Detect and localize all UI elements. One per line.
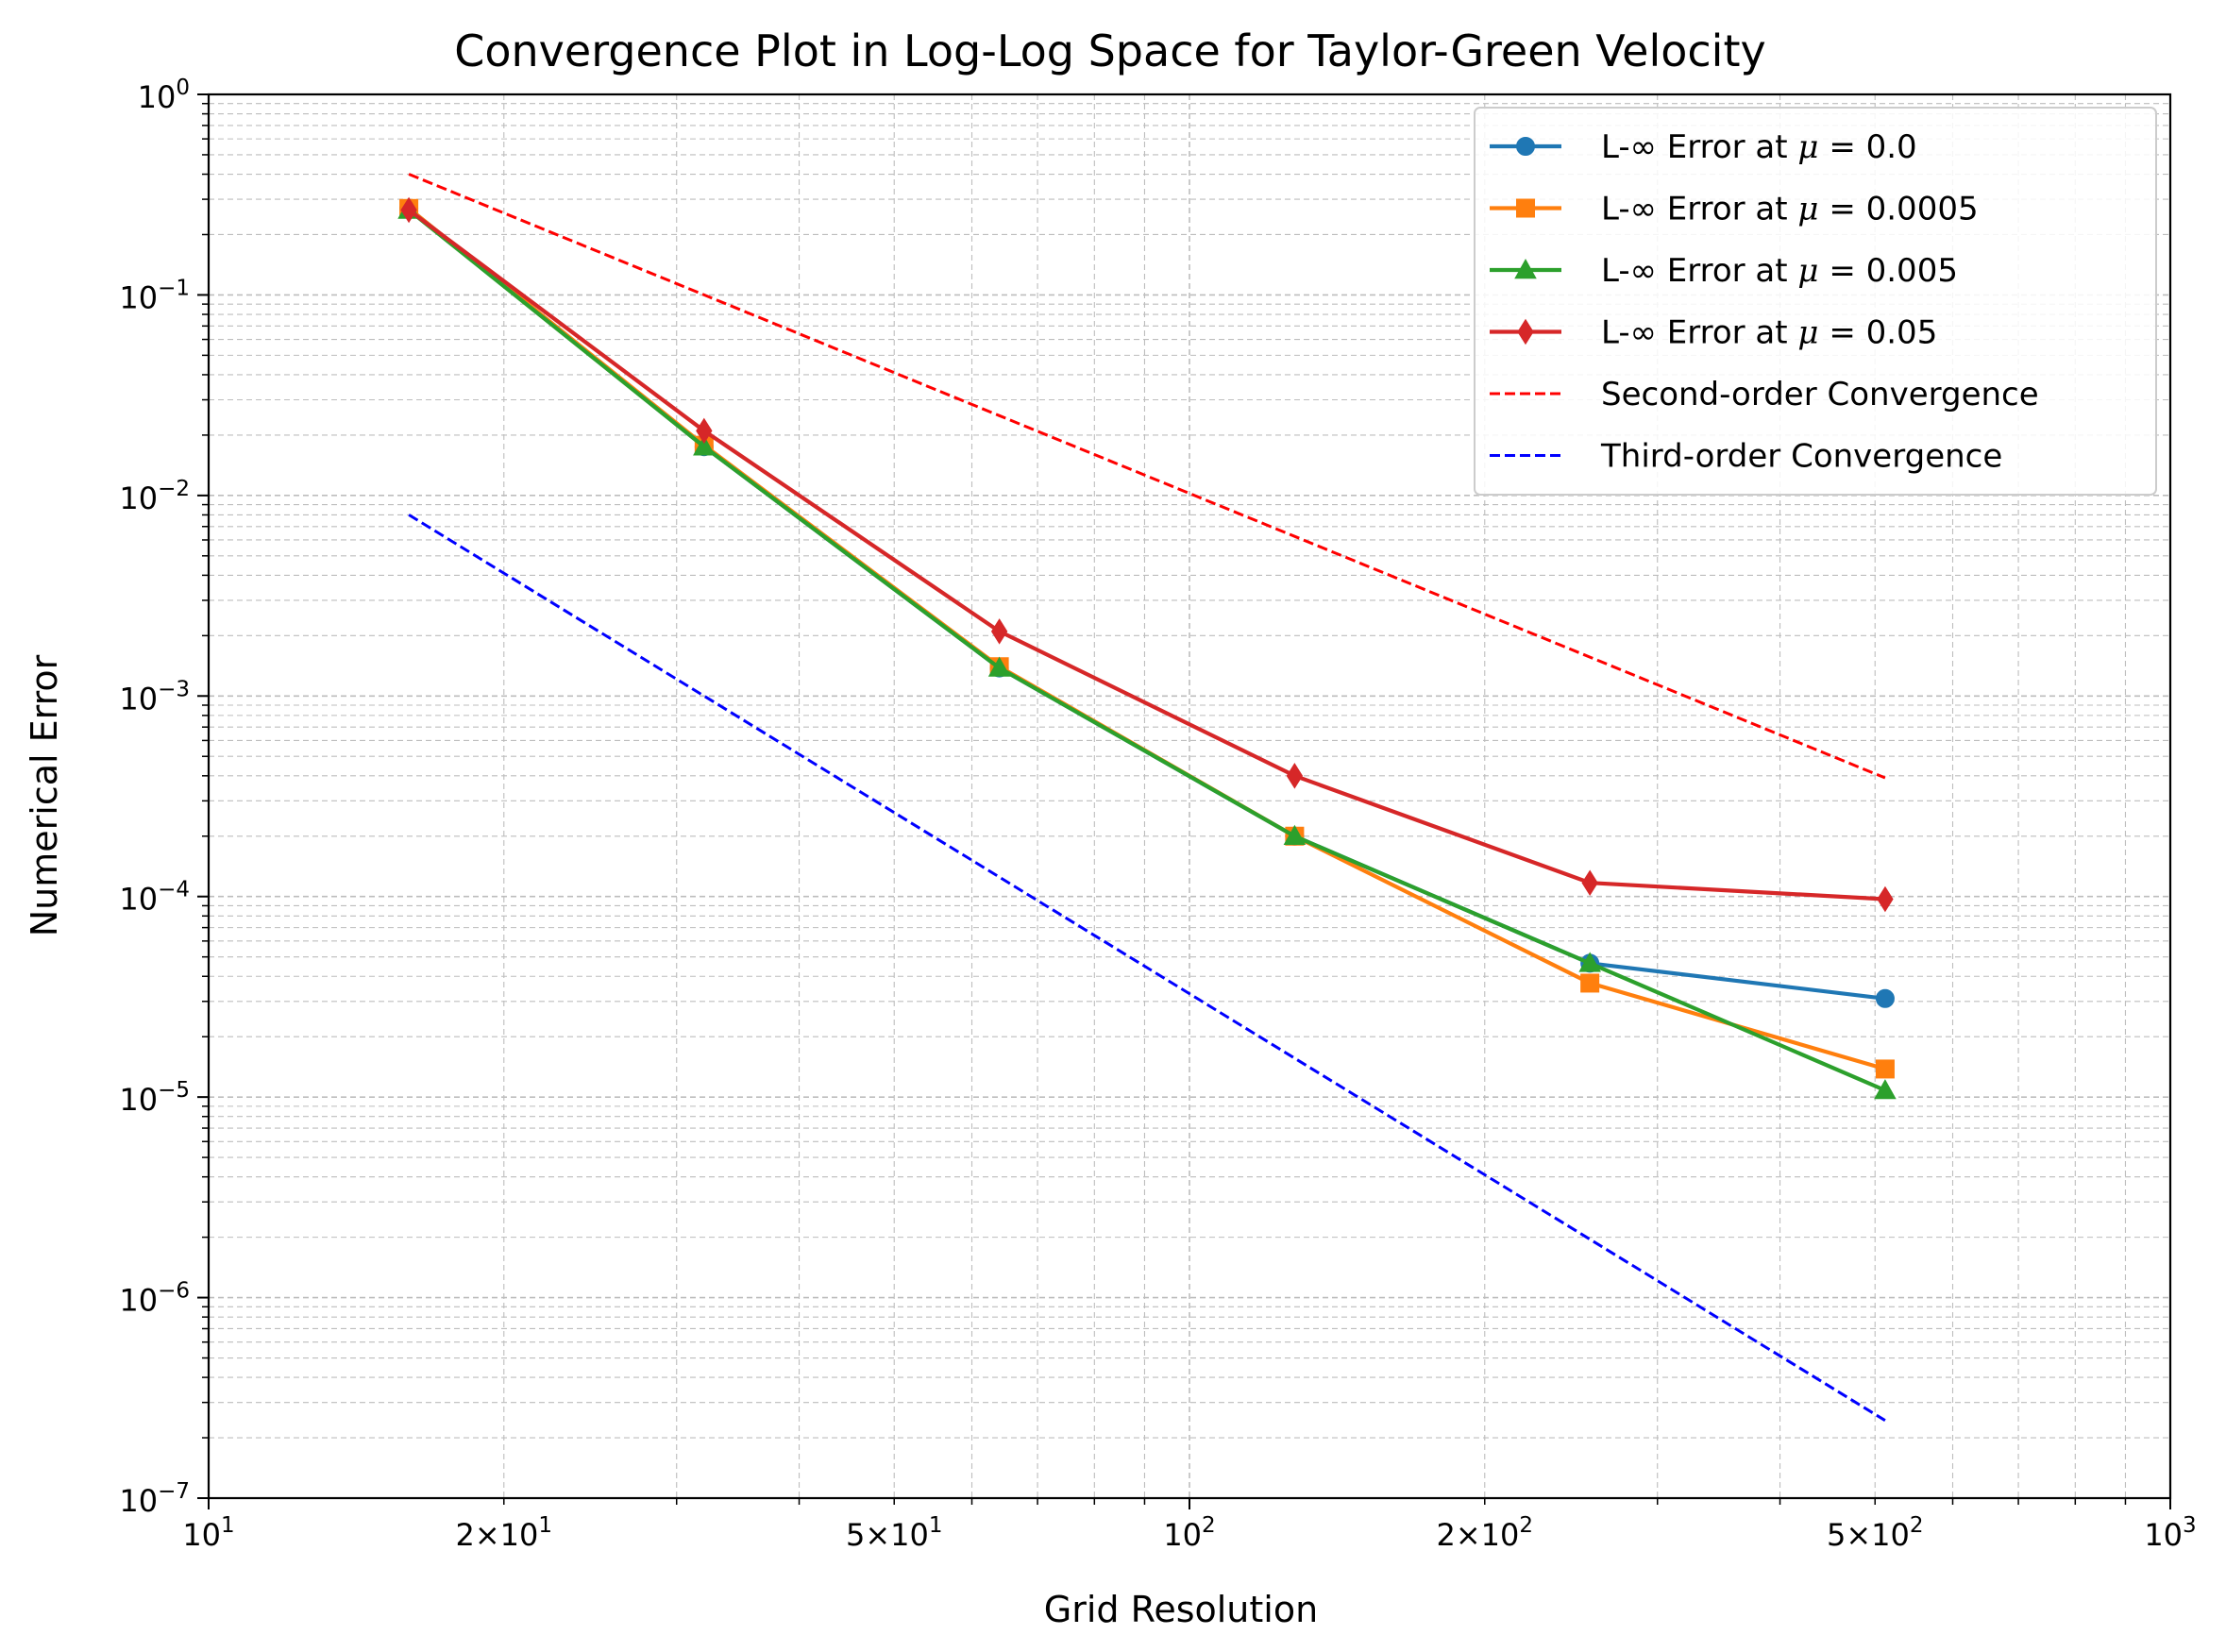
legend-entry: Third-order Convergence <box>1490 438 2002 476</box>
data-point <box>693 435 716 456</box>
x-tick-label: 102 <box>1163 1513 1215 1553</box>
y-tick-label: 10−6 <box>119 1279 190 1319</box>
data-point <box>1877 885 1894 913</box>
series-line <box>407 208 1886 902</box>
data-point <box>990 618 1008 645</box>
chart-title: Convergence Plot in Log-Log Space for Ta… <box>454 25 1765 76</box>
x-axis-label: Grid Resolution <box>1044 1589 1318 1630</box>
series-5 <box>408 514 1886 1422</box>
legend-label: Third-order Convergence <box>1600 438 2002 476</box>
x-tick-label: 2×101 <box>456 1513 553 1553</box>
legend-entry: L-∞ Error at μ = 0.0005 <box>1490 191 1979 228</box>
y-tick-label: 10−2 <box>119 477 190 516</box>
legend-entry: Second-order Convergence <box>1490 376 2039 413</box>
legend-box <box>1474 107 2157 496</box>
series-line <box>407 208 1886 1092</box>
data-point <box>1875 1059 1895 1079</box>
y-tick-label: 10−3 <box>119 677 190 716</box>
data-point <box>1283 824 1307 846</box>
series-layer <box>397 173 1897 1422</box>
data-point <box>1581 869 1598 896</box>
series-4 <box>408 173 1886 780</box>
legend-entry: L-∞ Error at μ = 0.005 <box>1490 252 1958 290</box>
y-tick-label: 10−7 <box>119 1479 190 1519</box>
data-point <box>696 417 713 445</box>
data-point <box>1286 763 1304 789</box>
series-line <box>408 514 1886 1422</box>
legend: L-∞ Error at μ = 0.0 L-∞ Error at μ = 0.0… <box>1474 107 2157 496</box>
data-point <box>1580 973 1600 993</box>
legend-entry: L-∞ Error at μ = 0.0 <box>1490 128 1917 166</box>
legend-marker <box>1517 318 1534 346</box>
legend-label: L-∞ Error at μ = 0.0 <box>1601 128 1917 166</box>
y-axis-label: Numerical Error <box>24 654 65 936</box>
legend-label: Second-order Convergence <box>1601 376 2039 413</box>
data-point <box>987 656 1011 677</box>
x-tick-label: 5×101 <box>846 1513 943 1553</box>
legend-marker <box>1516 198 1535 218</box>
y-tick-label: 10−1 <box>119 276 190 315</box>
legend-label: L-∞ Error at μ = 0.0005 <box>1601 191 1979 228</box>
y-tick-label: 100 <box>138 76 190 115</box>
x-tick-label: 5×102 <box>1827 1513 1924 1553</box>
x-tick-label: 2×102 <box>1437 1513 1534 1553</box>
x-tick-label: 103 <box>2144 1513 2196 1553</box>
data-point <box>1875 988 1895 1008</box>
y-tick-label: 10−4 <box>119 878 190 918</box>
series-line <box>408 173 1886 780</box>
legend-marker <box>1516 137 1535 156</box>
data-point <box>400 196 417 224</box>
tick-layer: 101 2×101 5×101 102 2×102 5×102 103 100 10−1 10−2… <box>119 76 2196 1553</box>
legend-entry: L-∞ Error at μ = 0.05 <box>1490 314 1937 352</box>
y-tick-label: 10−5 <box>119 1078 190 1118</box>
legend-marker <box>1514 259 1537 279</box>
data-point <box>1874 1079 1897 1100</box>
legend-label: L-∞ Error at μ = 0.005 <box>1601 252 1958 290</box>
series-3 <box>400 196 1894 913</box>
legend-label: L-∞ Error at μ = 0.05 <box>1601 314 1937 352</box>
x-tick-label: 101 <box>182 1513 234 1553</box>
data-point <box>1578 952 1601 972</box>
